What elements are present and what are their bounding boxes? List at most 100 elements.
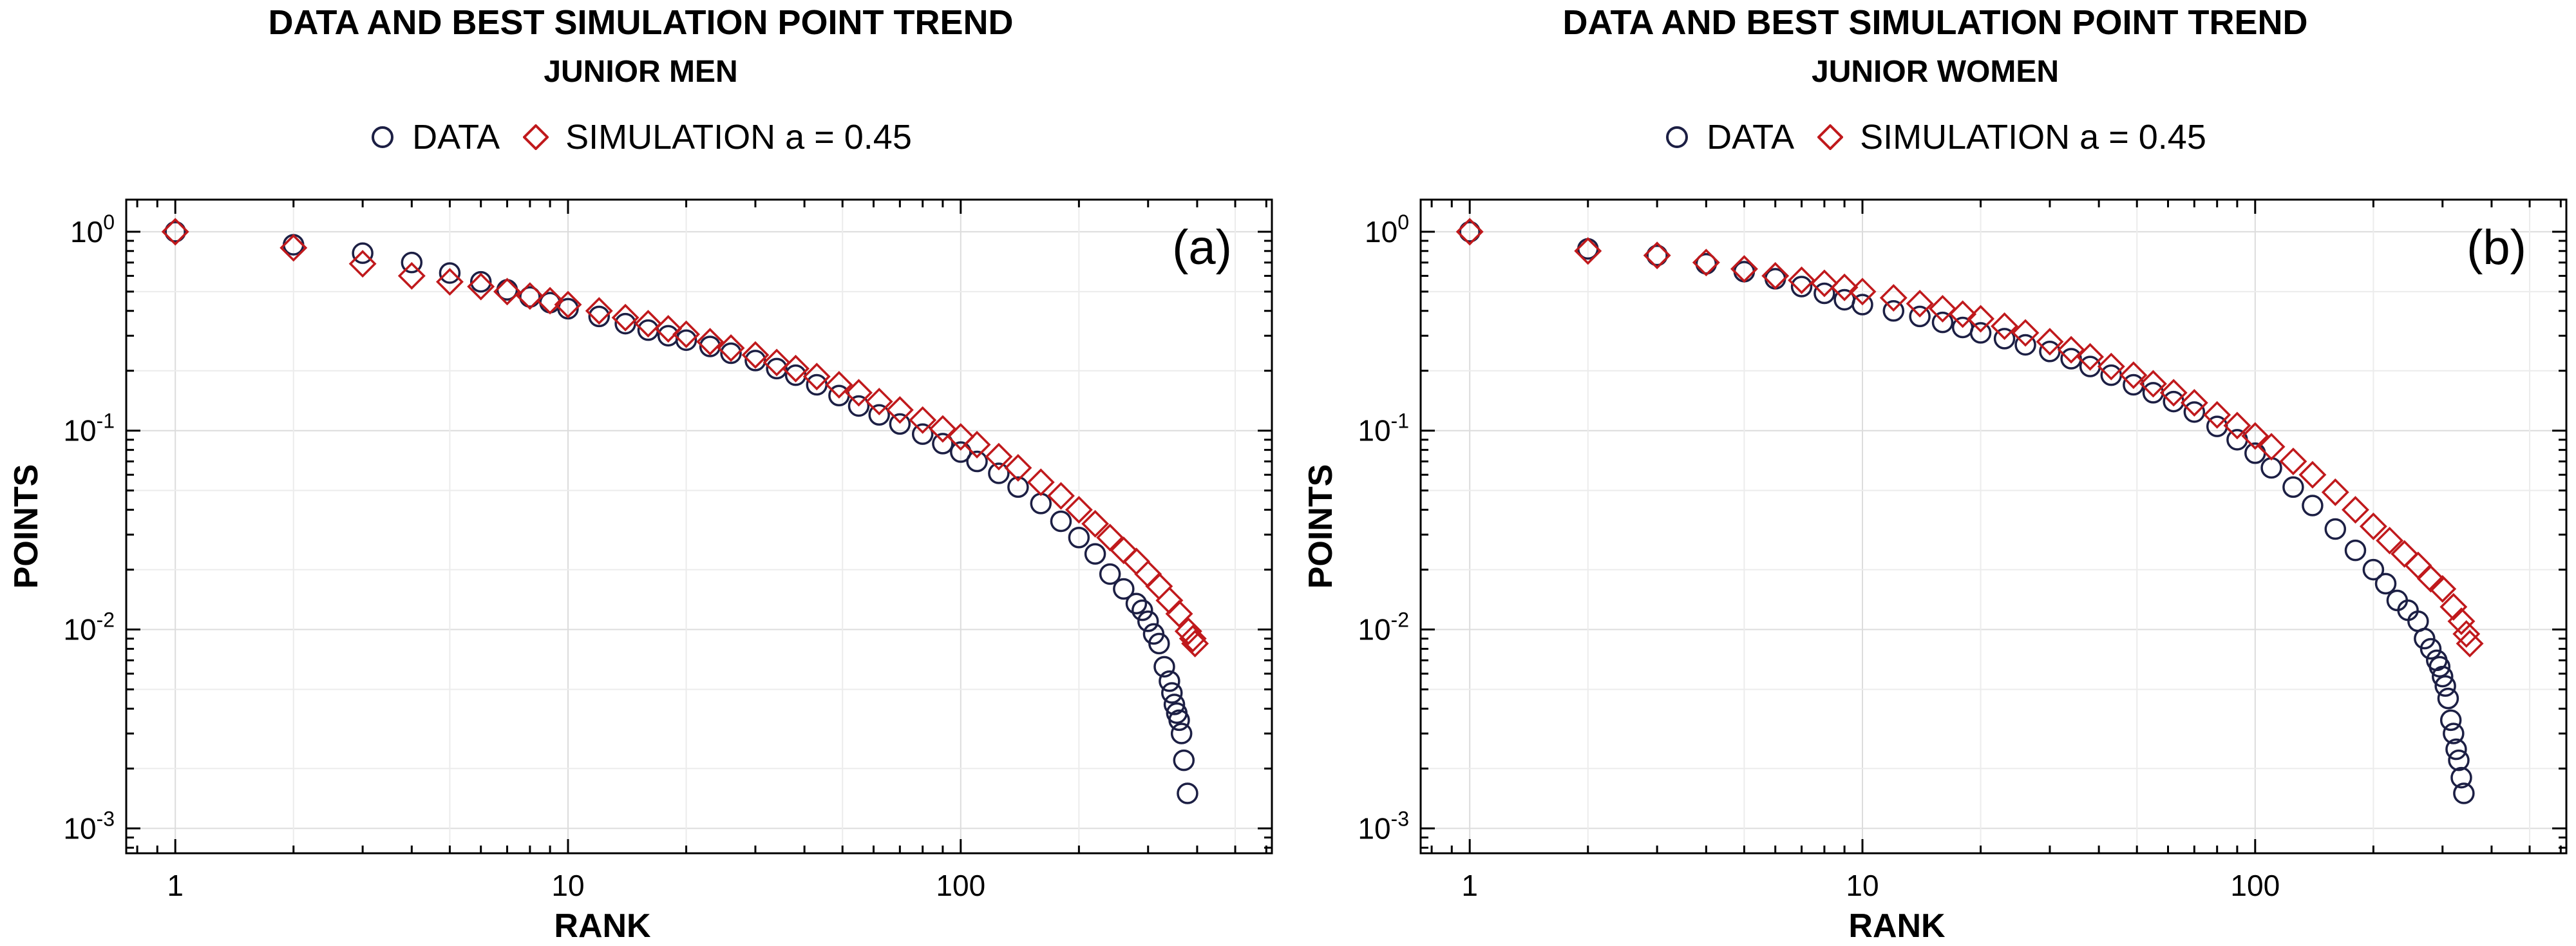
simulation-point (2279, 448, 2307, 476)
simulation-point (963, 431, 991, 459)
data-point (1882, 299, 1905, 322)
data-point (2302, 495, 2324, 516)
simulation-point (985, 442, 1013, 471)
legend-label-data: DATA (412, 118, 500, 156)
simulation-point (1134, 560, 1162, 588)
simulation-point (1081, 509, 1110, 538)
simulation-point (2452, 620, 2481, 648)
chart-title: DATA AND BEST SIMULATION POINT TREND (1562, 3, 2308, 42)
simulation-point (611, 303, 639, 332)
simulation-point (1991, 312, 2019, 341)
simulation-point (1455, 218, 1484, 246)
data-point (2100, 364, 2123, 386)
data-point (1137, 610, 1159, 632)
data-point (2439, 709, 2462, 732)
simulation-point (1810, 269, 1839, 298)
grid (1421, 200, 2566, 853)
data-point (848, 395, 870, 417)
series-simulation (161, 218, 1209, 657)
simulation-point (2359, 512, 2387, 540)
simulation-point (2447, 607, 2476, 636)
data-point (2079, 355, 2101, 377)
data-point (164, 221, 186, 243)
simulation-point (397, 261, 426, 290)
data-point (2374, 572, 2397, 595)
panel-label: (b) (2467, 220, 2526, 275)
x-tick-label: 1 (1461, 869, 1478, 902)
legend-entry-simulation: SIMULATION a = 0.45 (1817, 117, 2206, 157)
simulation-point (1788, 266, 1816, 294)
chart-subtitle: JUNIOR WOMEN (1812, 55, 2059, 89)
simulation-point (1145, 572, 1173, 600)
legend-entry-data: DATA (1664, 117, 1794, 157)
data-point (1852, 294, 1873, 316)
simulation-point (2139, 370, 2167, 398)
simulation-point (1928, 294, 1956, 323)
data-point (1159, 670, 1180, 692)
data-point (1814, 282, 1835, 305)
simulation-point (2119, 361, 2148, 390)
x-tick-label: 100 (2230, 869, 2280, 902)
data-point (2450, 766, 2472, 789)
simulation-point (825, 371, 853, 399)
data-point (806, 374, 828, 396)
data-point (889, 413, 911, 435)
chart-panel-a: DATA AND BEST SIMULATION POINT TREND JUN… (8, 3, 1273, 945)
y-axis-title: POINTS (1302, 464, 1340, 589)
data-point (1084, 543, 1106, 565)
legend-circle-icon (372, 126, 394, 148)
data-point (1969, 322, 1992, 344)
data-point (720, 342, 742, 364)
plot-area: 1 10 100 10-3 10-2 10-1 100 RANK POINTS (a) (8, 198, 1273, 945)
data-point (1168, 709, 1190, 732)
simulation-point (782, 354, 810, 383)
simulation-point (2257, 433, 2286, 461)
simulation-point (1879, 284, 1908, 312)
data-point (469, 270, 492, 293)
x-tick-label: 1 (167, 869, 184, 902)
simulation-point (467, 272, 495, 301)
simulation-point (1730, 255, 1758, 283)
simulation-point (696, 328, 724, 356)
simulation-point (802, 363, 831, 391)
data-point (1148, 632, 1170, 655)
simulation-point (2241, 422, 2269, 450)
data-point (1790, 276, 1813, 298)
panel-label: (a) (1172, 220, 1232, 275)
simulation-point (1181, 629, 1209, 657)
data-point (2431, 665, 2454, 688)
simulation-point (1004, 454, 1032, 482)
simulation-point (672, 320, 701, 348)
simulation-point (2159, 379, 2188, 407)
data-point (1161, 682, 1183, 704)
simulation-point (2036, 328, 2064, 356)
data-point (2014, 334, 2036, 356)
simulation-point (1761, 261, 1790, 290)
data-point (1050, 510, 1072, 533)
data-point (588, 305, 611, 328)
data-point (1099, 563, 1121, 585)
simulation-point (493, 278, 522, 306)
simulation-point (161, 218, 189, 246)
simulation-point (1967, 305, 1995, 333)
chart-title: DATA AND BEST SIMULATION POINT TREND (268, 3, 1014, 42)
simulation-point (947, 422, 975, 451)
data-point (2362, 558, 2385, 581)
series-data (164, 221, 1198, 804)
simulation-point (2097, 352, 2125, 381)
data-point (932, 433, 954, 455)
y-tick-label: 100 (1365, 211, 1409, 249)
data-point (911, 423, 934, 445)
y-tick-label: 10-2 (1358, 609, 1409, 647)
legend-entry-data: DATA (370, 117, 500, 157)
data-point (1177, 782, 1198, 804)
simulation-point (1110, 536, 1138, 565)
x-axis-title: RANK (1848, 907, 1946, 945)
data-point (2039, 341, 2061, 363)
data-point (1646, 244, 1668, 267)
data-point (1993, 328, 2016, 350)
simulation-point (2391, 540, 2419, 568)
data-point (439, 262, 461, 284)
data-point (2163, 390, 2184, 413)
legend-diamond-icon (1817, 124, 1844, 150)
